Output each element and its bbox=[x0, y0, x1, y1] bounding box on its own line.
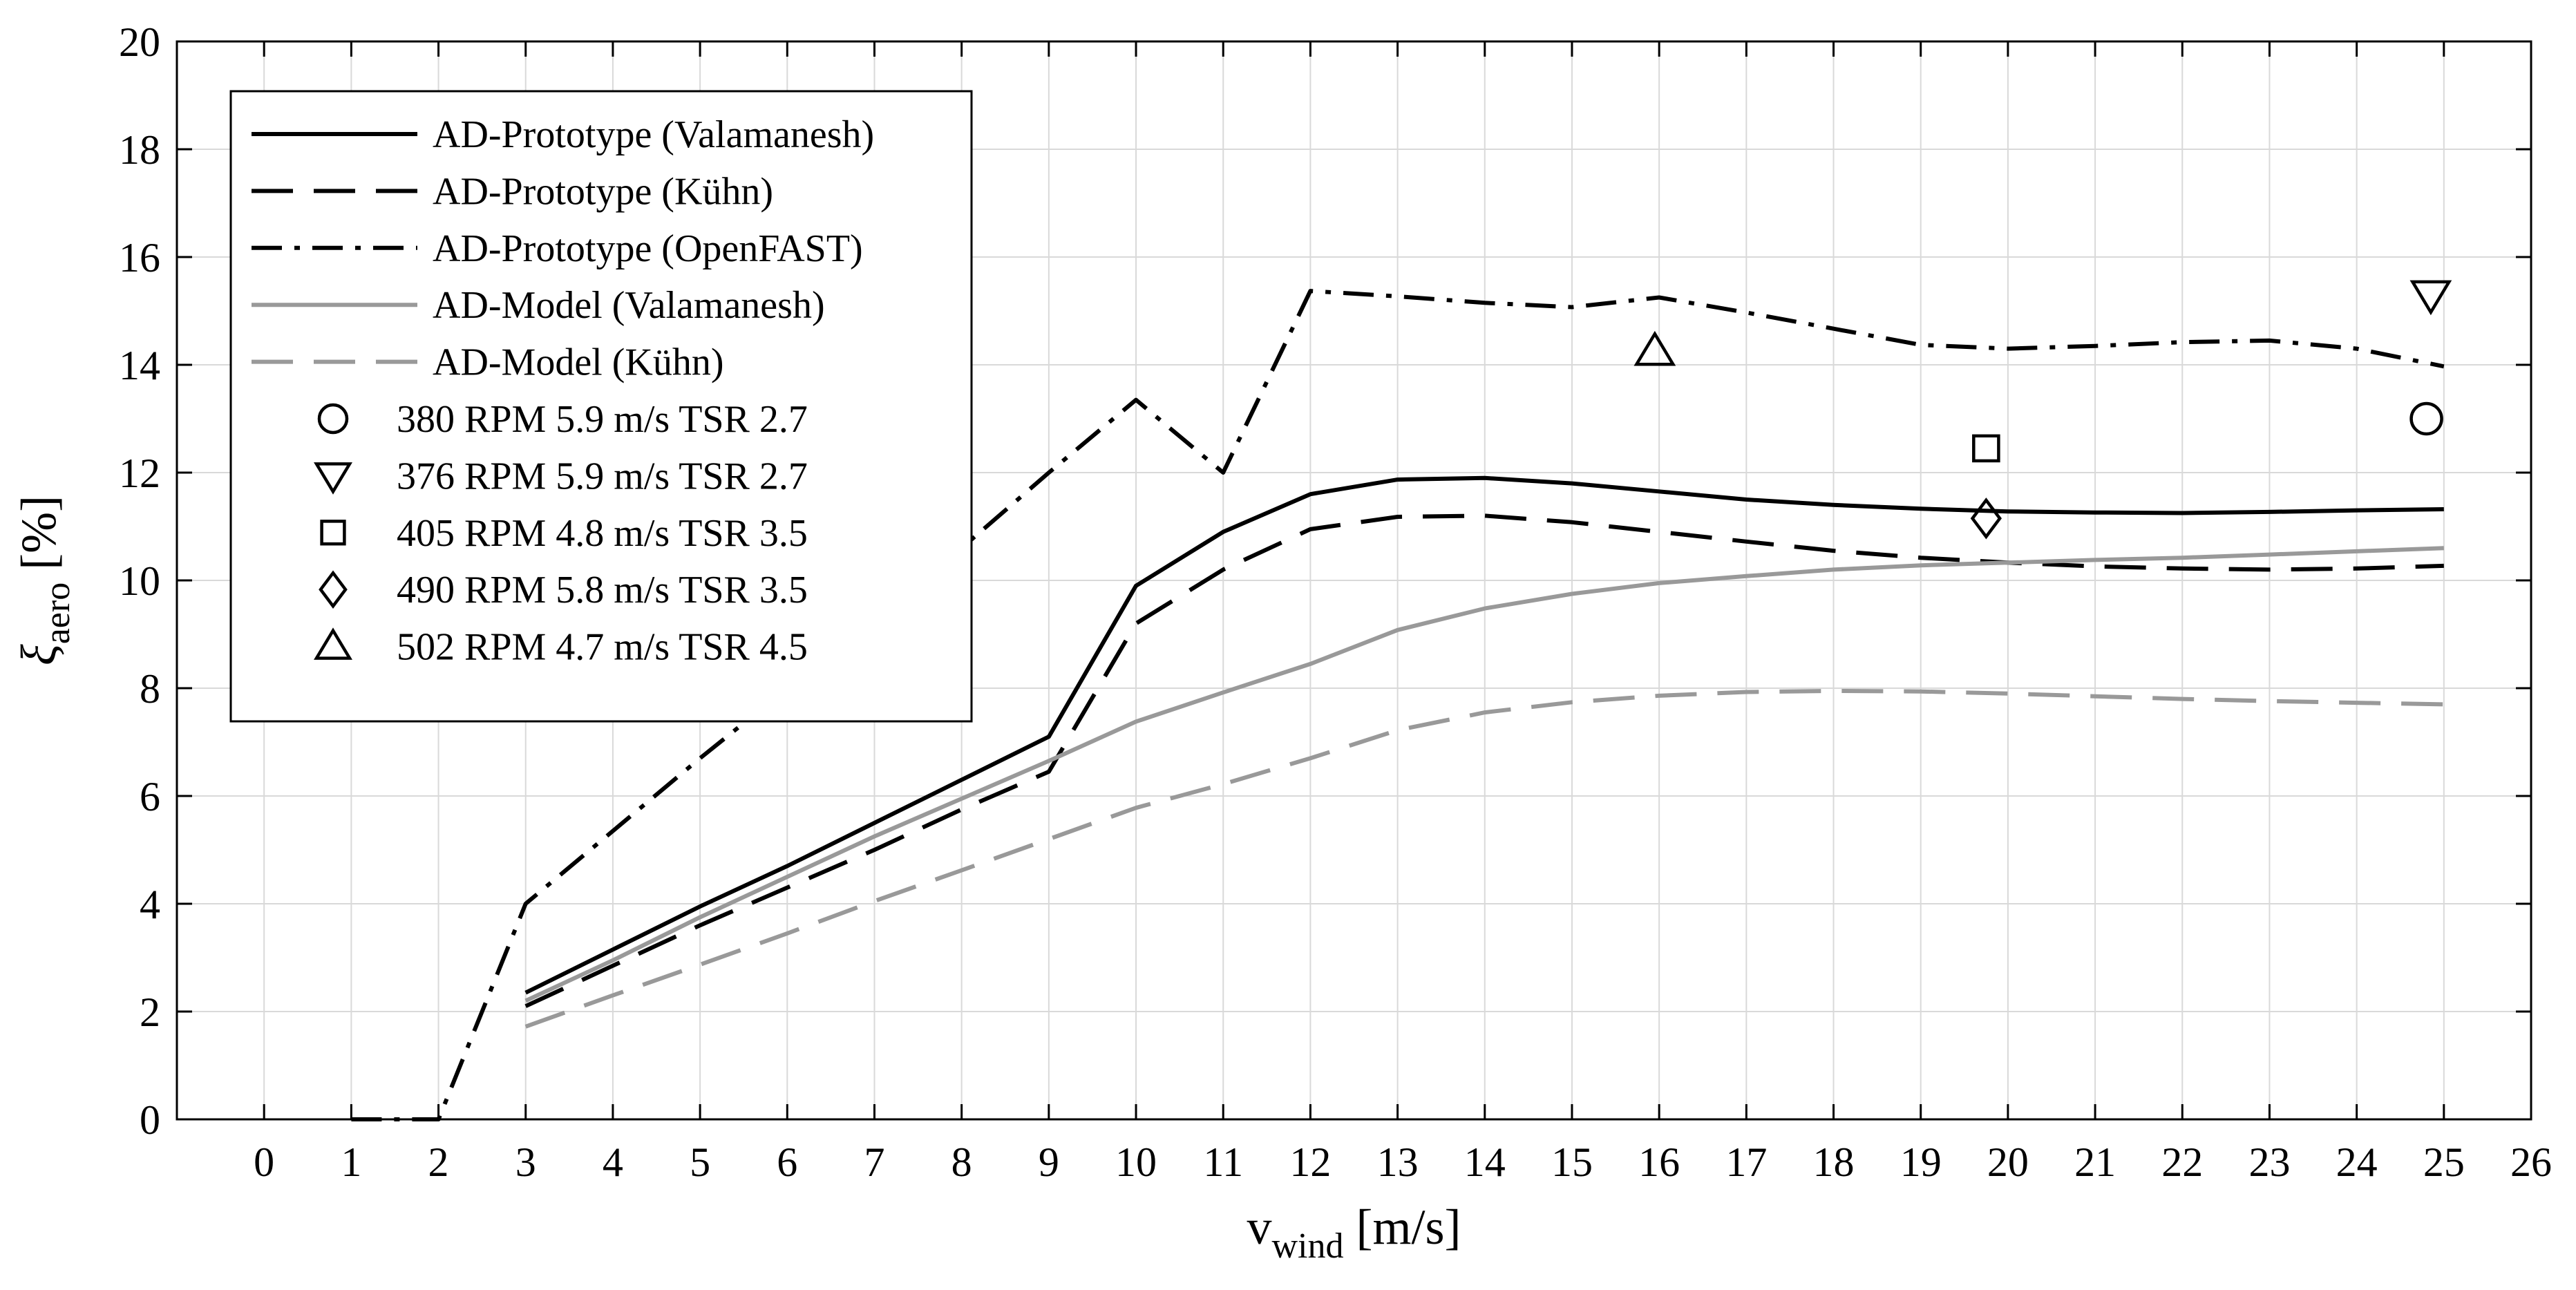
series-layer bbox=[351, 289, 2445, 1121]
x-tick-label: 19 bbox=[1900, 1139, 1942, 1185]
y-axis-label-sub: aero bbox=[38, 582, 77, 644]
series-line-ad-model-valamanesh bbox=[524, 546, 2444, 1003]
x-tick-label: 12 bbox=[1289, 1139, 1331, 1185]
legend-label: 490 RPM 5.8 m/s TSR 3.5 bbox=[397, 569, 808, 611]
data-marker-diamond bbox=[1970, 497, 2002, 540]
y-tick-label: 8 bbox=[140, 666, 160, 712]
legend-label: AD-Prototype (Valamanesh) bbox=[433, 113, 874, 156]
y-tick-label: 2 bbox=[140, 989, 160, 1035]
x-axis-label-sub: wind bbox=[1272, 1226, 1344, 1266]
x-tick-label: 2 bbox=[428, 1139, 449, 1185]
x-axis-label: vwind [m/s] bbox=[1247, 1199, 1461, 1266]
x-tick-label: 23 bbox=[2248, 1139, 2290, 1185]
y-tick-label: 4 bbox=[140, 882, 160, 927]
x-tick-label: 9 bbox=[1039, 1139, 1059, 1185]
legend-label: 376 RPM 5.9 m/s TSR 2.7 bbox=[397, 455, 808, 497]
legend-items: AD-Prototype (Valamanesh) AD-Prototype (K… bbox=[252, 113, 874, 669]
data-marker-circle bbox=[2409, 401, 2443, 436]
data-marker-triangle-down bbox=[2409, 280, 2452, 316]
x-tick-label: 15 bbox=[1551, 1139, 1593, 1185]
series-line-ad-prototype-k-hn bbox=[524, 513, 2444, 1008]
legend-marker-circle bbox=[317, 403, 349, 435]
marker-layer bbox=[1633, 280, 2452, 540]
legend-label: 502 RPM 4.7 m/s TSR 4.5 bbox=[397, 626, 808, 669]
x-tick-label: 8 bbox=[951, 1139, 972, 1185]
series-line-ad-model-k-hn bbox=[524, 688, 2444, 1029]
x-axis-label-unit: [m/s] bbox=[1356, 1199, 1461, 1255]
legend-label: AD-Model (Kühn) bbox=[433, 341, 723, 384]
data-marker-square bbox=[1972, 434, 2000, 463]
legend: AD-Prototype (Valamanesh) AD-Prototype (K… bbox=[229, 90, 973, 723]
x-tick-label: 4 bbox=[603, 1139, 623, 1185]
x-tick-label: 17 bbox=[1725, 1139, 1767, 1185]
legend-label: AD-Model (Valamanesh) bbox=[433, 284, 825, 327]
series-line-ad-prototype-openfast bbox=[351, 289, 2445, 1121]
y-axis-label-main: ξ bbox=[11, 644, 66, 665]
x-tick-label: 7 bbox=[864, 1139, 884, 1185]
x-tick-label: 3 bbox=[515, 1139, 536, 1185]
x-tick-label: 16 bbox=[1638, 1139, 1680, 1185]
series-line-ad-prototype-valamanesh bbox=[524, 475, 2444, 995]
legend-label: AD-Prototype (Kühn) bbox=[433, 170, 773, 213]
y-tick-label: 0 bbox=[140, 1097, 160, 1143]
x-tick-label: 20 bbox=[1987, 1139, 2029, 1185]
legend-label: 380 RPM 5.9 m/s TSR 2.7 bbox=[397, 398, 808, 441]
x-tick-label: 0 bbox=[254, 1139, 274, 1185]
legend-marker-diamond bbox=[319, 570, 348, 609]
tick-layer: 0 1 2 3 4 5 6 7 8 9 10 11 12 13 14 15 16 17 18 19 20 21 22 23 24… bbox=[119, 19, 2552, 1185]
y-tick-label: 14 bbox=[119, 343, 160, 388]
y-tick-label: 18 bbox=[119, 127, 160, 173]
data-marker-triangle-up bbox=[1633, 330, 1676, 366]
x-tick-label: 1 bbox=[341, 1139, 361, 1185]
x-tick-label: 5 bbox=[690, 1139, 710, 1185]
y-axis-label-unit: [%] bbox=[11, 495, 66, 570]
x-tick-label: 6 bbox=[777, 1139, 797, 1185]
y-tick-label: 20 bbox=[119, 19, 160, 65]
y-tick-label: 12 bbox=[119, 450, 160, 496]
legend-label: AD-Prototype (OpenFAST) bbox=[433, 227, 863, 270]
x-tick-label: 22 bbox=[2161, 1139, 2203, 1185]
x-tick-label: 18 bbox=[1813, 1139, 1855, 1185]
x-tick-label: 25 bbox=[2423, 1139, 2465, 1185]
x-tick-label: 14 bbox=[1464, 1139, 1506, 1185]
y-tick-label: 6 bbox=[140, 774, 160, 819]
legend-label: 405 RPM 4.8 m/s TSR 3.5 bbox=[397, 512, 808, 555]
x-axis-label-main: v bbox=[1247, 1199, 1272, 1255]
x-tick-label: 26 bbox=[2510, 1139, 2552, 1185]
y-axis-label: ξaero [%] bbox=[11, 495, 77, 665]
x-tick-label: 13 bbox=[1377, 1139, 1419, 1185]
x-tick-label: 11 bbox=[1203, 1139, 1243, 1185]
legend-marker-square bbox=[320, 520, 346, 546]
legend-marker-triangle-up bbox=[314, 627, 352, 660]
y-tick-label: 16 bbox=[119, 235, 160, 281]
legend-marker-triangle-down bbox=[314, 462, 352, 495]
legend-box bbox=[229, 90, 973, 723]
x-tick-label: 24 bbox=[2336, 1139, 2378, 1185]
y-tick-label: 10 bbox=[119, 558, 160, 604]
x-tick-label: 10 bbox=[1115, 1139, 1157, 1185]
x-tick-label: 21 bbox=[2074, 1139, 2116, 1185]
